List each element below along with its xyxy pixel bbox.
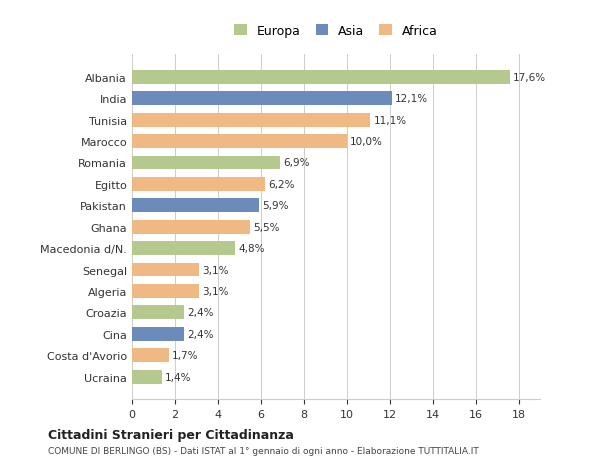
Bar — [132, 241, 235, 256]
Text: COMUNE DI BERLINGO (BS) - Dati ISTAT al 1° gennaio di ogni anno - Elaborazione T: COMUNE DI BERLINGO (BS) - Dati ISTAT al … — [48, 447, 479, 455]
Legend: Europa, Asia, Africa: Europa, Asia, Africa — [229, 20, 443, 43]
Bar — [132, 92, 392, 106]
Text: 5,9%: 5,9% — [262, 201, 289, 211]
Text: 1,4%: 1,4% — [165, 372, 192, 382]
Text: 6,2%: 6,2% — [268, 179, 295, 190]
Bar — [132, 284, 199, 298]
Bar — [132, 156, 280, 170]
Text: 3,1%: 3,1% — [202, 265, 228, 275]
Text: 4,8%: 4,8% — [238, 244, 265, 253]
Bar — [132, 327, 184, 341]
Bar — [132, 135, 347, 149]
Bar — [132, 220, 250, 234]
Bar — [132, 306, 184, 319]
Bar — [132, 199, 259, 213]
Text: 3,1%: 3,1% — [202, 286, 228, 296]
Text: 2,4%: 2,4% — [187, 308, 213, 318]
Bar — [132, 113, 370, 127]
Text: 1,7%: 1,7% — [172, 350, 198, 360]
Bar — [132, 71, 510, 84]
Text: 6,9%: 6,9% — [283, 158, 310, 168]
Bar — [132, 263, 199, 277]
Text: 12,1%: 12,1% — [395, 94, 428, 104]
Bar — [132, 370, 162, 384]
Text: 10,0%: 10,0% — [350, 137, 383, 147]
Text: Cittadini Stranieri per Cittadinanza: Cittadini Stranieri per Cittadinanza — [48, 428, 294, 442]
Text: 2,4%: 2,4% — [187, 329, 213, 339]
Text: 17,6%: 17,6% — [513, 73, 546, 83]
Text: 11,1%: 11,1% — [374, 115, 407, 125]
Text: 5,5%: 5,5% — [253, 222, 280, 232]
Bar — [132, 348, 169, 362]
Bar — [132, 178, 265, 191]
